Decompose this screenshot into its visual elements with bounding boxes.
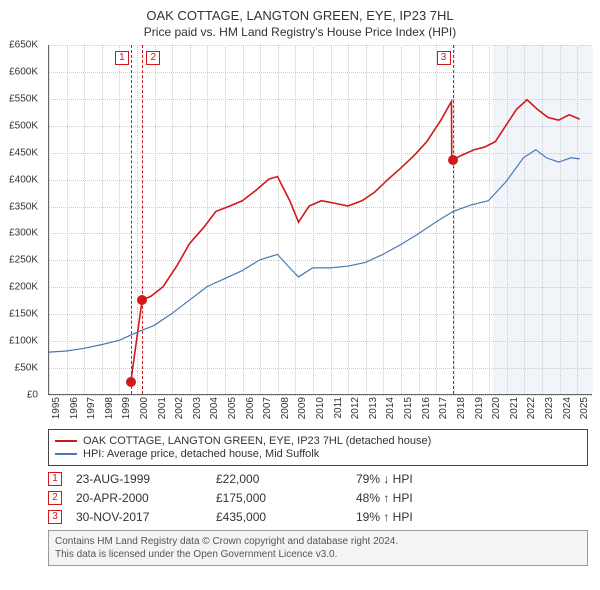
y-axis: £0£50K£100K£150K£200K£250K£300K£350K£400… — [10, 45, 40, 395]
event-marker-line-3 — [453, 45, 454, 394]
y-tick-label: £250K — [9, 255, 38, 266]
event-badge: 3 — [48, 510, 62, 524]
event-list: 1 23-AUG-1999£22,00079% ↓ HPI 2 20-APR-2000… — [48, 472, 588, 524]
event-price: £22,000 — [216, 472, 356, 486]
chart-area: £0£50K£100K£150K£200K£250K£300K£350K£400… — [40, 45, 600, 425]
x-tick-label: 1999 — [121, 397, 132, 419]
legend-swatch — [55, 440, 77, 442]
event-row: 1 23-AUG-1999£22,00079% ↓ HPI — [48, 472, 588, 486]
y-tick-label: £400K — [9, 174, 38, 185]
event-marker-dot-1 — [126, 377, 136, 387]
x-tick-label: 2004 — [209, 397, 220, 419]
footer-line1: Contains HM Land Registry data © Crown c… — [55, 535, 581, 548]
event-badge: 1 — [48, 472, 62, 486]
event-marker-line-2 — [142, 45, 143, 394]
x-tick-label: 2006 — [245, 397, 256, 419]
y-tick-label: £200K — [9, 282, 38, 293]
x-tick-label: 2021 — [509, 397, 520, 419]
event-hpi-delta: 19% ↑ HPI — [356, 510, 476, 524]
event-marker-dot-2 — [137, 295, 147, 305]
event-row: 2 20-APR-2000£175,00048% ↑ HPI — [48, 491, 588, 505]
y-tick-label: £650K — [9, 40, 38, 51]
footer-licence: Contains HM Land Registry data © Crown c… — [48, 530, 588, 566]
event-price: £175,000 — [216, 491, 356, 505]
x-tick-label: 2005 — [227, 397, 238, 419]
footer-line2: This data is licensed under the Open Gov… — [55, 548, 581, 561]
x-tick-label: 2016 — [421, 397, 432, 419]
event-date: 30-NOV-2017 — [76, 510, 216, 524]
x-tick-label: 1995 — [51, 397, 62, 419]
x-tick-label: 2020 — [491, 397, 502, 419]
x-tick-label: 2013 — [368, 397, 379, 419]
x-tick-label: 2001 — [157, 397, 168, 419]
x-tick-label: 2024 — [562, 397, 573, 419]
x-tick-label: 2019 — [474, 397, 485, 419]
x-tick-label: 2025 — [579, 397, 590, 419]
x-tick-label: 1997 — [86, 397, 97, 419]
gridline-h — [49, 395, 592, 396]
event-price: £435,000 — [216, 510, 356, 524]
event-date: 23-AUG-1999 — [76, 472, 216, 486]
event-marker-badge-1: 1 — [115, 51, 129, 65]
x-tick-label: 2009 — [297, 397, 308, 419]
legend-label: OAK COTTAGE, LANGTON GREEN, EYE, IP23 7H… — [83, 435, 431, 447]
y-tick-label: £450K — [9, 147, 38, 158]
event-marker-dot-3 — [448, 155, 458, 165]
x-tick-label: 2011 — [333, 397, 344, 419]
x-tick-label: 2007 — [262, 397, 273, 419]
x-tick-label: 2002 — [174, 397, 185, 419]
x-tick-label: 2000 — [139, 397, 150, 419]
series-line-hpi — [49, 150, 580, 352]
event-date: 20-APR-2000 — [76, 491, 216, 505]
y-tick-label: £150K — [9, 309, 38, 320]
y-tick-label: £600K — [9, 66, 38, 77]
y-tick-label: £350K — [9, 201, 38, 212]
x-tick-label: 2003 — [192, 397, 203, 419]
legend-label: HPI: Average price, detached house, Mid … — [83, 448, 319, 460]
x-tick-label: 2023 — [544, 397, 555, 419]
legend-item: OAK COTTAGE, LANGTON GREEN, EYE, IP23 7H… — [55, 435, 581, 447]
series-line-property — [131, 100, 580, 382]
x-tick-label: 2015 — [403, 397, 414, 419]
x-tick-label: 2018 — [456, 397, 467, 419]
y-tick-label: £300K — [9, 228, 38, 239]
x-tick-label: 2022 — [526, 397, 537, 419]
legend-item: HPI: Average price, detached house, Mid … — [55, 448, 581, 460]
x-tick-label: 2017 — [438, 397, 449, 419]
x-axis: 1995 1996 1997 1998 1999 2000 2001 2002 2003 2004… — [48, 397, 592, 425]
y-tick-label: £0 — [27, 390, 38, 401]
y-tick-label: £50K — [15, 363, 38, 374]
legend-swatch — [55, 453, 77, 455]
event-marker-line-1 — [131, 45, 132, 394]
event-badge: 2 — [48, 491, 62, 505]
x-tick-label: 1998 — [104, 397, 115, 419]
legend-box: OAK COTTAGE, LANGTON GREEN, EYE, IP23 7H… — [48, 429, 588, 466]
x-tick-label: 2008 — [280, 397, 291, 419]
y-tick-label: £500K — [9, 120, 38, 131]
chart-subtitle: Price paid vs. HM Land Registry's House … — [10, 25, 590, 39]
chart-title: OAK COTTAGE, LANGTON GREEN, EYE, IP23 7H… — [10, 8, 590, 23]
event-row: 3 30-NOV-2017£435,00019% ↑ HPI — [48, 510, 588, 524]
event-hpi-delta: 79% ↓ HPI — [356, 472, 476, 486]
x-tick-label: 1996 — [69, 397, 80, 419]
x-tick-label: 2012 — [350, 397, 361, 419]
plot-region: 1 2 3 — [48, 45, 592, 395]
event-marker-badge-2: 2 — [146, 51, 160, 65]
event-hpi-delta: 48% ↑ HPI — [356, 491, 476, 505]
x-tick-label: 2010 — [315, 397, 326, 419]
y-tick-label: £100K — [9, 336, 38, 347]
y-tick-label: £550K — [9, 93, 38, 104]
event-marker-badge-3: 3 — [437, 51, 451, 65]
x-tick-label: 2014 — [385, 397, 396, 419]
